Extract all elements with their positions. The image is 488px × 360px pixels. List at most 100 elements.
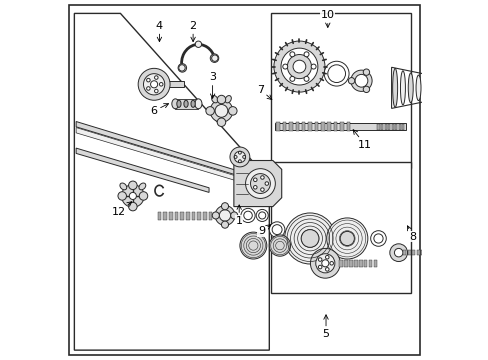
Circle shape: [221, 203, 228, 210]
Polygon shape: [76, 148, 209, 192]
Bar: [368, 260, 372, 267]
Bar: [402, 124, 404, 130]
Circle shape: [350, 70, 371, 91]
Ellipse shape: [392, 68, 397, 107]
Circle shape: [269, 235, 290, 256]
Ellipse shape: [447, 82, 451, 94]
Circle shape: [215, 104, 227, 117]
Bar: [175, 99, 198, 109]
Bar: [333, 122, 337, 131]
Ellipse shape: [183, 100, 188, 107]
Ellipse shape: [224, 95, 231, 103]
Bar: [191, 212, 195, 220]
Bar: [349, 260, 352, 267]
Circle shape: [340, 231, 354, 246]
Circle shape: [228, 107, 237, 115]
Circle shape: [159, 82, 163, 86]
Bar: [380, 124, 382, 130]
Bar: [425, 250, 428, 256]
Text: 7: 7: [256, 85, 271, 100]
Bar: [394, 124, 396, 130]
Circle shape: [327, 65, 345, 82]
Ellipse shape: [211, 95, 218, 103]
Text: 11: 11: [352, 130, 371, 149]
Text: 10: 10: [320, 10, 334, 27]
Bar: [340, 122, 343, 131]
Circle shape: [260, 176, 264, 179]
Text: 4: 4: [156, 21, 163, 42]
Bar: [364, 260, 367, 267]
Circle shape: [230, 212, 237, 219]
Circle shape: [240, 232, 266, 259]
Text: 2: 2: [189, 21, 196, 42]
Circle shape: [212, 212, 219, 219]
Bar: [314, 122, 318, 131]
Ellipse shape: [139, 183, 145, 190]
Circle shape: [347, 77, 354, 84]
Circle shape: [253, 185, 257, 189]
Ellipse shape: [171, 99, 179, 109]
Circle shape: [363, 86, 369, 93]
Polygon shape: [233, 161, 281, 207]
Circle shape: [310, 248, 340, 278]
Ellipse shape: [191, 100, 195, 107]
Circle shape: [253, 178, 257, 181]
Circle shape: [154, 89, 158, 93]
Circle shape: [373, 234, 382, 243]
Circle shape: [242, 156, 245, 158]
Circle shape: [139, 192, 147, 200]
Circle shape: [146, 78, 150, 82]
Circle shape: [146, 87, 150, 90]
Circle shape: [329, 261, 333, 265]
Circle shape: [210, 54, 218, 62]
Circle shape: [318, 258, 321, 261]
Bar: [402, 250, 406, 256]
Circle shape: [211, 55, 218, 61]
Circle shape: [269, 222, 285, 238]
Bar: [307, 122, 311, 131]
Ellipse shape: [415, 75, 420, 100]
Bar: [203, 212, 206, 220]
Circle shape: [321, 260, 328, 267]
Circle shape: [466, 81, 479, 94]
Bar: [373, 260, 377, 267]
Ellipse shape: [120, 183, 126, 190]
Circle shape: [256, 210, 268, 221]
Circle shape: [389, 244, 407, 261]
Circle shape: [394, 248, 402, 257]
Circle shape: [221, 221, 228, 228]
Bar: [344, 260, 347, 267]
Circle shape: [284, 213, 335, 264]
Circle shape: [238, 151, 241, 154]
Bar: [270, 162, 410, 293]
Circle shape: [195, 41, 201, 48]
Circle shape: [292, 60, 305, 73]
Circle shape: [325, 256, 328, 259]
Circle shape: [354, 75, 367, 87]
Circle shape: [318, 265, 321, 269]
Circle shape: [215, 206, 234, 225]
Text: 1: 1: [235, 205, 242, 226]
Bar: [327, 122, 330, 131]
Bar: [430, 250, 433, 256]
Circle shape: [245, 168, 275, 198]
Circle shape: [178, 64, 186, 72]
Bar: [157, 212, 161, 220]
Bar: [354, 260, 357, 267]
Bar: [169, 212, 172, 220]
Bar: [398, 124, 400, 130]
Circle shape: [370, 231, 386, 246]
Ellipse shape: [407, 73, 412, 103]
Bar: [346, 122, 349, 131]
Bar: [416, 250, 419, 256]
Bar: [387, 124, 389, 130]
Circle shape: [325, 267, 328, 271]
Polygon shape: [74, 13, 269, 350]
Bar: [288, 122, 292, 131]
Bar: [339, 260, 342, 267]
Bar: [301, 122, 305, 131]
Polygon shape: [76, 127, 258, 188]
Circle shape: [272, 225, 282, 235]
Bar: [276, 122, 279, 131]
Circle shape: [469, 84, 476, 91]
